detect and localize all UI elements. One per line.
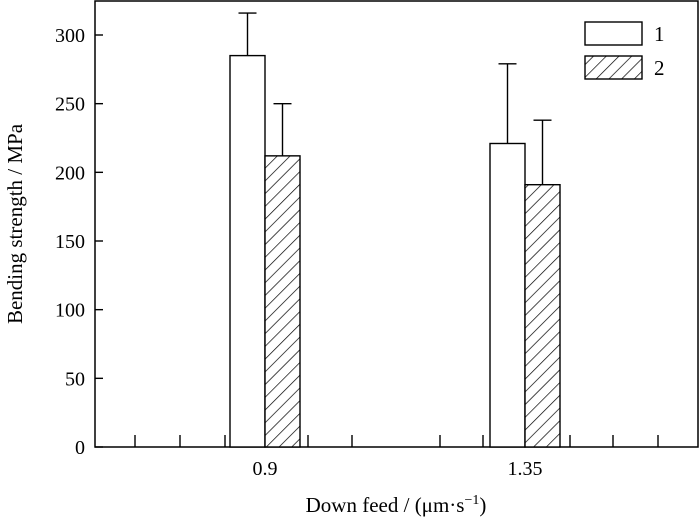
y-axis-label: Bending strength / MPa xyxy=(3,123,27,324)
bar-series-1-0.9 xyxy=(229,54,266,448)
x-tick-label: 0.9 xyxy=(253,458,278,480)
bar-series-2-1.35 xyxy=(524,183,561,448)
x-axis-label-superscript: −1 xyxy=(464,493,479,508)
legend: 1 2 xyxy=(584,21,665,80)
legend-swatch-series-1 xyxy=(584,21,643,46)
y-tick-label: 150 xyxy=(55,231,85,253)
x-axis-label-main: Down feed / (μm·s xyxy=(306,493,465,517)
legend-label-series-1: 1 xyxy=(654,22,665,46)
y-tick-label: 250 xyxy=(55,94,85,116)
plot-area-frame xyxy=(94,0,699,448)
y-tick-label: 200 xyxy=(55,162,85,184)
x-axis-label: Down feed / (μm·s−1) xyxy=(306,493,487,517)
bars-group xyxy=(229,12,561,448)
y-tick-label: 100 xyxy=(55,300,85,322)
y-tick-label: 300 xyxy=(55,25,85,47)
x-axis-label-close: ) xyxy=(479,493,486,517)
bar-series-1-1.35 xyxy=(489,142,526,448)
legend-swatch-series-2 xyxy=(584,55,643,80)
y-axis: 0 50 100 150 200 250 300 xyxy=(55,25,103,459)
y-tick-label: 50 xyxy=(65,368,85,390)
x-axis: 0.9 1.35 xyxy=(134,435,659,480)
x-tick-label: 1.35 xyxy=(508,458,543,480)
bar-series-2-0.9 xyxy=(264,155,301,448)
y-tick-label: 0 xyxy=(75,437,85,459)
legend-label-series-2: 2 xyxy=(654,56,665,80)
